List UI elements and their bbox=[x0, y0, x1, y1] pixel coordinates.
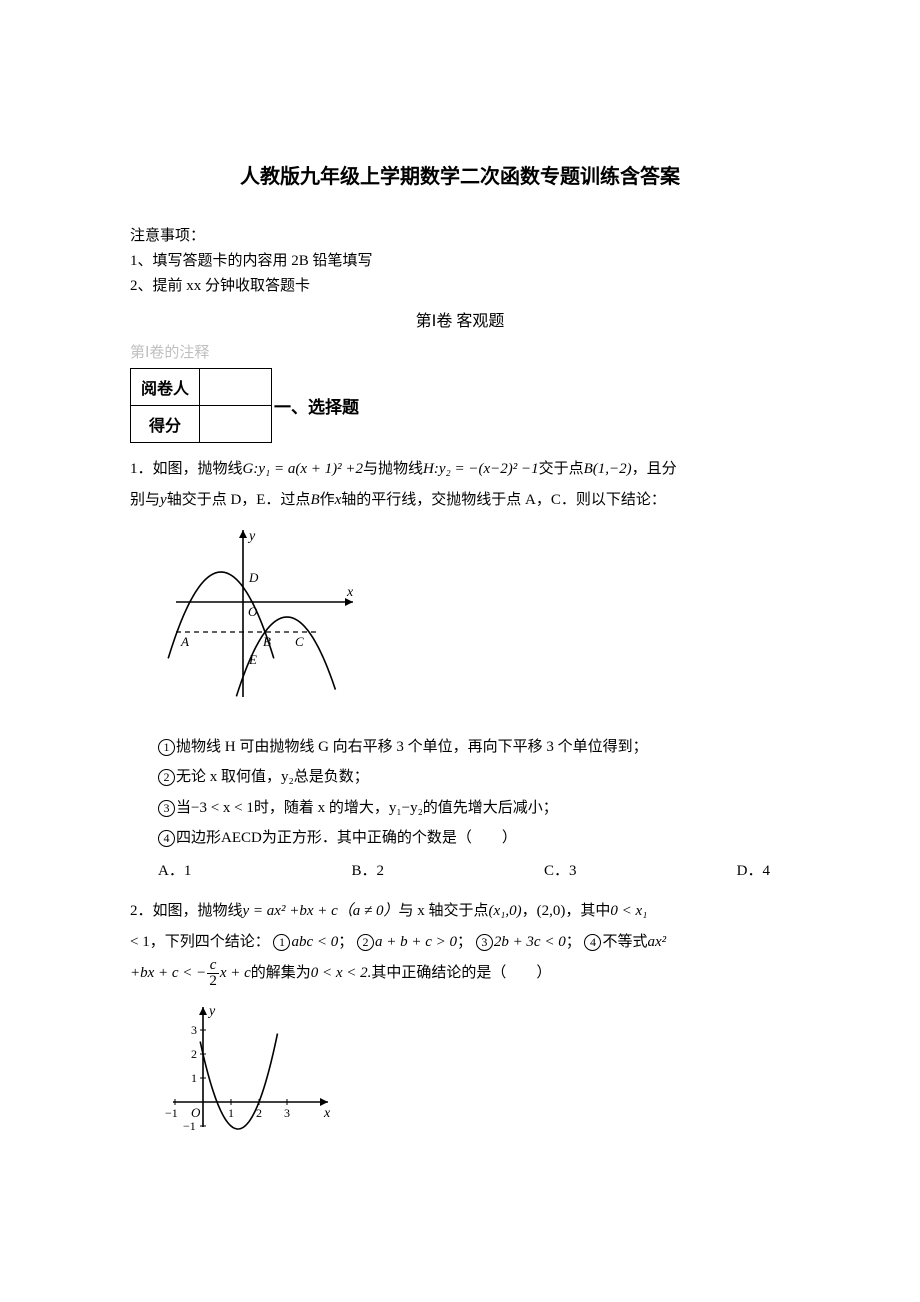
q1-opt-d: D．4 bbox=[737, 857, 770, 886]
svg-text:y: y bbox=[207, 1004, 216, 1019]
svg-text:y: y bbox=[247, 529, 256, 544]
q1-options: A．1 B．2 C．3 D．4 bbox=[130, 857, 790, 886]
grader-label-1: 阅卷人 bbox=[131, 369, 200, 406]
grader-label-2: 得分 bbox=[131, 406, 200, 443]
question-2: 2．如图，抛物线y = ax² +bx + c（a ≠ 0）与 x 轴交于点(x… bbox=[130, 897, 790, 1148]
q1-opt-b: B．2 bbox=[351, 857, 384, 886]
svg-text:1: 1 bbox=[191, 1071, 197, 1085]
notice-item-2: 2、提前 xx 分钟收取答题卡 bbox=[130, 274, 790, 295]
grader-row: 阅卷人 得分 一、选择题 bbox=[130, 368, 790, 443]
svg-text:D: D bbox=[248, 570, 259, 585]
q1-line-2: 别与y轴交于点 D，E．过点B作x轴的平行线，交抛物线于点 A，C．则以下结论： bbox=[130, 486, 790, 515]
svg-text:−1: −1 bbox=[165, 1106, 178, 1120]
subsection-title: 一、选择题 bbox=[274, 393, 359, 418]
section-1-note: 第Ⅰ卷的注释 bbox=[130, 341, 790, 362]
grader-table: 阅卷人 得分 bbox=[130, 368, 272, 443]
svg-text:x: x bbox=[346, 585, 354, 600]
svg-text:E: E bbox=[248, 652, 257, 667]
q2-line-2: < 1，下列四个结论： 1abc < 0； 2a + b + c > 0； 32… bbox=[130, 928, 790, 957]
svg-text:3: 3 bbox=[284, 1106, 290, 1120]
svg-text:x: x bbox=[323, 1106, 331, 1121]
svg-text:C: C bbox=[295, 634, 304, 649]
svg-text:A: A bbox=[180, 634, 189, 649]
notice-header: 注意事项： bbox=[130, 224, 790, 245]
q1-statement-3: 3当−3 < x < 1时，随着 x 的增大，y₁−y₂的值先增大后减小； bbox=[130, 794, 790, 823]
notice-item-1: 1、填写答题卡的内容用 2B 铅笔填写 bbox=[130, 249, 790, 270]
svg-text:3: 3 bbox=[191, 1023, 197, 1037]
q2-figure: −1123−1123yxO bbox=[158, 997, 790, 1148]
q1-opt-a: A．1 bbox=[158, 857, 191, 886]
svg-text:O: O bbox=[248, 604, 258, 619]
notice-block: 注意事项： 1、填写答题卡的内容用 2B 铅笔填写 2、提前 xx 分钟收取答题… bbox=[130, 224, 790, 295]
q1-figure: y x O D E A B C bbox=[158, 522, 790, 723]
question-1: 1．如图，抛物线G:y₁ = a(x + 1)² +2与抛物线H:y₂ = −(… bbox=[130, 455, 790, 885]
section-1-header: 第Ⅰ卷 客观题 bbox=[130, 307, 790, 331]
q1-opt-c: C．3 bbox=[544, 857, 577, 886]
svg-text:1: 1 bbox=[228, 1106, 234, 1120]
q1-statement-2: 2无论 x 取何值，y₂总是负数； bbox=[130, 763, 790, 792]
q1-statement-4: 4四边形AECD为正方形．其中正确的个数是（ ） bbox=[130, 824, 790, 853]
svg-text:2: 2 bbox=[191, 1047, 197, 1061]
q2-line-1: 2．如图，抛物线y = ax² +bx + c（a ≠ 0）与 x 轴交于点(x… bbox=[130, 897, 790, 926]
q2-line-3: +bx + c < −c2x + c的解集为0 < x < 2.其中正确结论的是… bbox=[130, 958, 790, 989]
grader-blank-1 bbox=[200, 369, 272, 406]
svg-text:O: O bbox=[191, 1105, 201, 1120]
svg-text:−1: −1 bbox=[183, 1119, 196, 1133]
document-title: 人教版九年级上学期数学二次函数专题训练含答案 bbox=[130, 160, 790, 189]
q1-line-1: 1．如图，抛物线G:y₁ = a(x + 1)² +2与抛物线H:y₂ = −(… bbox=[130, 455, 790, 484]
svg-text:B: B bbox=[263, 634, 271, 649]
grader-blank-2 bbox=[200, 406, 272, 443]
q1-statement-1: 1抛物线 H 可由抛物线 G 向右平移 3 个单位，再向下平移 3 个单位得到； bbox=[130, 733, 790, 762]
